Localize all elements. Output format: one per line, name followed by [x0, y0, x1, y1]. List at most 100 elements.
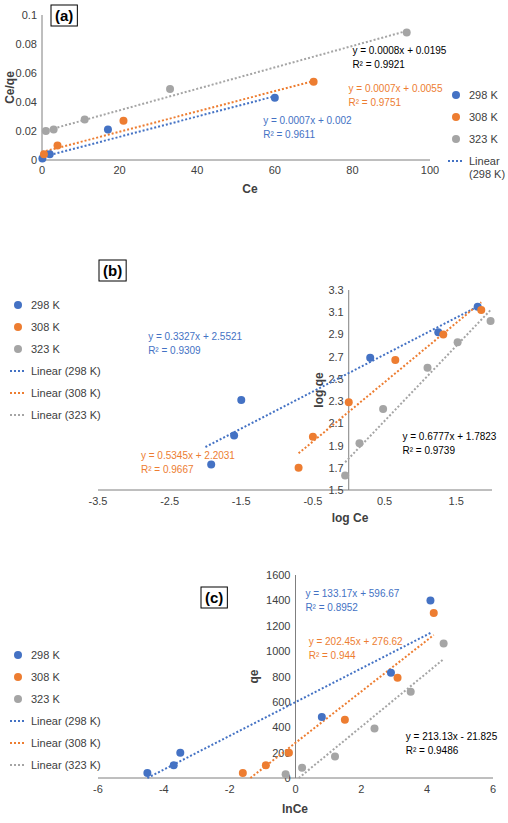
legend-swatch [14, 301, 22, 309]
point [345, 398, 353, 406]
chart: 1.51.71.92.12.32.52.72.93.13.3-3.5-2.5-1… [10, 260, 497, 525]
equation-line: y = 0.0007x + 0.0055 [349, 83, 443, 94]
x-tick-label: 80 [346, 164, 358, 176]
y-tick-label: 0.04 [16, 96, 37, 108]
equation-line: y = 0.5345x + 2.2031 [141, 450, 235, 461]
plot-area [205, 302, 494, 479]
y-tick-label: 1.5 [328, 484, 343, 496]
point [170, 761, 178, 769]
point [403, 28, 411, 36]
legend-label: 323 K [31, 693, 60, 705]
trendline [299, 659, 444, 778]
chart-title: (b) [103, 262, 122, 279]
x-tick-label: 4 [424, 783, 430, 795]
x-tick-label: 1.5 [449, 495, 464, 507]
point [426, 596, 434, 604]
x-tick-label: 6 [490, 783, 496, 795]
trendline [250, 635, 433, 778]
background [0, 0, 508, 823]
legend-swatch [10, 392, 26, 394]
equation-line: y = 0.3327x + 2.5521 [148, 331, 242, 342]
x-axis-title: lnCe [282, 802, 308, 816]
trendline [147, 633, 430, 778]
y-tick-label: 3.1 [328, 306, 343, 318]
point [355, 439, 363, 447]
y-tick-label: 0.08 [16, 38, 37, 50]
point [40, 150, 48, 158]
x-tick-label: 0 [39, 164, 45, 176]
trendline [205, 307, 477, 447]
plot-area [143, 596, 447, 778]
point [371, 725, 379, 733]
point [262, 761, 270, 769]
x-axis-title: log Ce [332, 511, 369, 525]
legend-label-line: Linear [469, 155, 503, 167]
point [391, 356, 399, 364]
title-box [51, 5, 77, 26]
y-tick-label: 1600 [266, 569, 290, 581]
chart: 02004006008001000120014001600-6-4-20246l… [10, 569, 498, 816]
legend-swatch [10, 764, 26, 766]
y-axis [42, 15, 43, 160]
x-tick-label: 100 [421, 164, 439, 176]
x-tick-label: -2 [225, 783, 235, 795]
x-axis [42, 160, 430, 161]
equation: y = 0.0007x + 0.0055R² = 0.9751 [349, 83, 443, 108]
legend-swatch [452, 91, 460, 99]
x-tick-label: -2.5 [160, 495, 179, 507]
legend-swatch [14, 673, 22, 681]
equation: y = 202.45x + 276.62 R² = 0.944 [309, 636, 403, 661]
legend-label: Linear (323 K) [31, 759, 101, 771]
y-axis [295, 575, 296, 778]
equation-line: R² = 0.9739 [402, 445, 455, 456]
figure: 00.020.040.060.080.1020406080100CeCe/qey… [0, 0, 508, 823]
equation-line: y = 133.17x + 596.67 [305, 588, 399, 599]
y-tick-label: 0.1 [22, 9, 37, 21]
point [119, 117, 127, 125]
point [407, 688, 415, 696]
legend-label-line: (298 K) [469, 168, 505, 180]
point [487, 317, 495, 325]
chart-title: (a) [55, 7, 73, 24]
equation-line: R² = 0.944 [309, 650, 356, 661]
point [341, 716, 349, 724]
legend-label: 308 K [469, 111, 498, 123]
point [309, 433, 317, 441]
legend-swatch [10, 370, 26, 372]
equation: y = 0.0008x + 0.0195R² = 0.9921 [352, 45, 446, 70]
legend-swatch [10, 742, 26, 744]
x-tick-label: -4 [159, 783, 169, 795]
point [394, 674, 402, 682]
x-axis [98, 490, 492, 491]
equation-line: y = 213.13x - 21.825 [406, 731, 498, 742]
equation-line: y = 202.45x + 276.62 [309, 636, 403, 647]
x-tick-label: 20 [113, 164, 125, 176]
equation: y = 213.13x - 21.825R² = 0.9486 [406, 731, 498, 756]
point [454, 338, 462, 346]
point [42, 127, 50, 135]
point [237, 396, 245, 404]
point [176, 749, 184, 757]
legend-swatch [14, 695, 22, 703]
point [430, 609, 438, 617]
point [439, 330, 447, 338]
y-axis-title: qe [247, 669, 261, 683]
legend-label: 323 K [31, 343, 60, 355]
x-tick-label: -0.5 [303, 495, 322, 507]
point [366, 354, 374, 362]
y-tick-label: 1400 [266, 594, 290, 606]
legend-label: Linear (298 K) [31, 715, 101, 727]
y-tick-label: 2.9 [328, 328, 343, 340]
point [166, 85, 174, 93]
point [54, 142, 62, 150]
point [477, 306, 485, 314]
equation: y = 0.0007x + 0.002R² = 0.9611 [263, 115, 352, 140]
equation-line: R² = 0.9921 [352, 59, 405, 70]
legend-swatch [452, 135, 460, 143]
x-tick-label: 2 [358, 783, 364, 795]
trendline [42, 96, 275, 157]
chart: 00.020.040.060.080.1020406080100CeCe/qey… [3, 5, 505, 196]
x-tick-label: 60 [269, 164, 281, 176]
equation: y = 0.3327x + 2.5521R² = 0.9309 [148, 331, 242, 356]
y-tick-label: 0.02 [16, 125, 37, 137]
